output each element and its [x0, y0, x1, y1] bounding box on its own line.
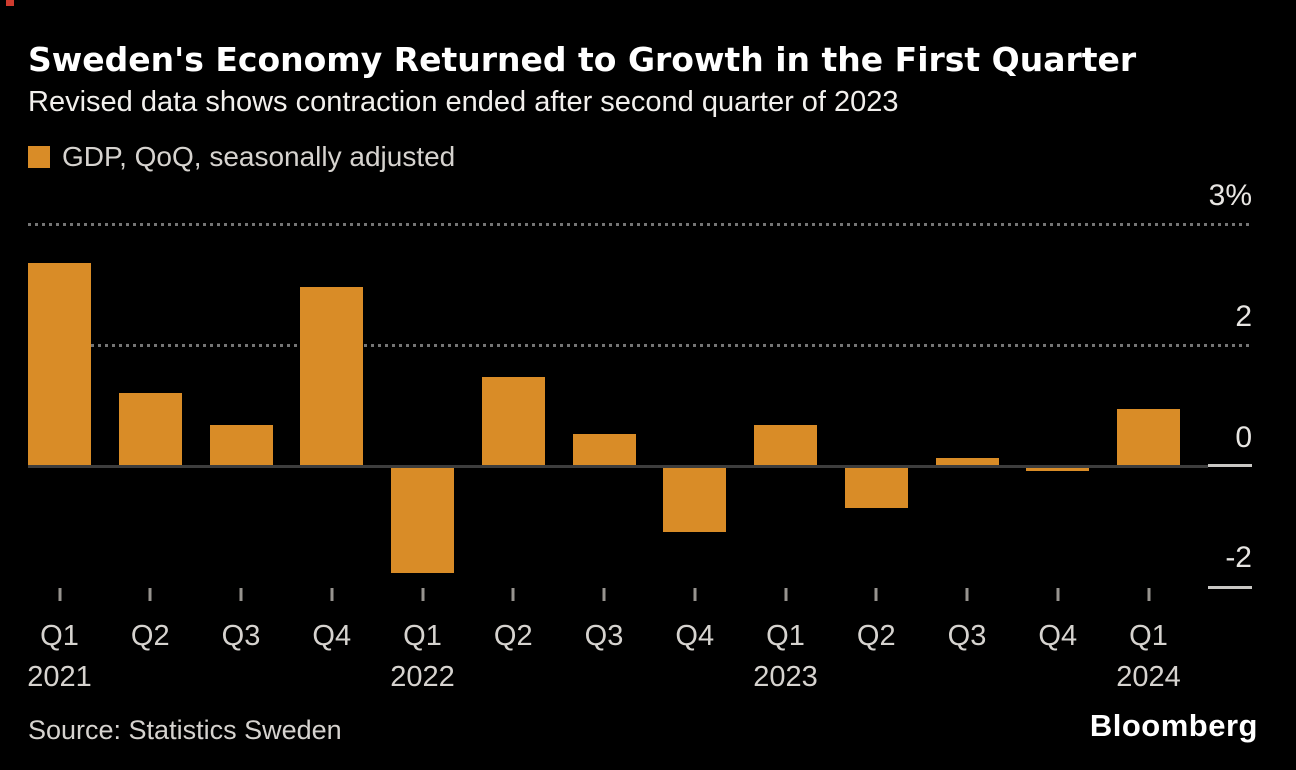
x-axis-label-q2-2022: Q2 — [493, 620, 533, 652]
x-axis-year-label-2024: 2024 — [1116, 661, 1181, 693]
bar-q3-2023 — [935, 457, 999, 466]
bar-q3-2021 — [209, 425, 273, 466]
x-axis-tick-q2-2023 — [874, 588, 878, 601]
bar-q1-2023 — [754, 425, 817, 466]
y-axis-label-0: 0 — [1235, 421, 1252, 454]
x-axis-tick-q3-2022 — [602, 588, 606, 601]
x-axis-tick-q3-2021 — [239, 588, 243, 601]
bloomberg-logo: Bloomberg — [1089, 708, 1258, 743]
bar-q4-2022 — [663, 467, 727, 532]
x-axis-label-q4-2022: Q4 — [675, 620, 715, 652]
x-axis-label-q3-2022: Q3 — [584, 620, 624, 652]
x-axis-label-q4-2021: Q4 — [312, 620, 352, 652]
gridline-2 — [28, 344, 1250, 347]
x-axis-label-q1-2024: Q1 — [1129, 620, 1168, 652]
x-axis-year-label-2022: 2022 — [390, 661, 455, 693]
x-axis-tick-q1-2024 — [1147, 588, 1150, 601]
x-axis-tick-q3-2023 — [965, 588, 969, 601]
y-axis-label--2: -2 — [1225, 541, 1252, 574]
gridline-3 — [28, 223, 1250, 226]
x-axis-tick-q1-2023 — [784, 588, 787, 601]
red-corner-mark — [6, 0, 14, 6]
minus2-axis-segment — [1208, 586, 1252, 589]
x-axis-tick-q4-2023 — [1056, 588, 1060, 601]
legend: GDP, QoQ, seasonally adjusted — [28, 141, 456, 172]
chart-title: Sweden's Economy Returned to Growth in t… — [28, 40, 1137, 79]
x-axis-label-q1-2022: Q1 — [403, 620, 442, 652]
x-axis-tick-q1-2021 — [58, 588, 61, 601]
y-axis-label-3: 3% — [1208, 179, 1252, 212]
x-axis-label-q3-2023: Q3 — [947, 620, 987, 652]
bar-q2-2022 — [481, 376, 545, 466]
y-axis-label-2: 2 — [1235, 300, 1252, 333]
x-axis-year-label-2021: 2021 — [27, 661, 92, 693]
x-axis-label-q2-2023: Q2 — [856, 620, 896, 652]
x-axis-tick-q2-2021 — [148, 588, 152, 601]
x-axis-label-q2-2021: Q2 — [130, 620, 170, 652]
bar-q4-2023 — [1026, 467, 1090, 472]
x-axis-label-q1-2023: Q1 — [766, 620, 805, 652]
x-axis-tick-q4-2022 — [693, 588, 697, 601]
bar-q2-2021 — [118, 392, 182, 466]
legend-swatch-icon — [28, 146, 50, 168]
chart-subtitle: Revised data shows contraction ended aft… — [28, 86, 899, 118]
x-axis-label-q4-2023: Q4 — [1038, 620, 1078, 652]
zero-axis-line — [28, 465, 1208, 468]
bar-q1-2021 — [28, 263, 91, 466]
x-axis-year-label-2023: 2023 — [753, 661, 818, 693]
legend-label: GDP, QoQ, seasonally adjusted — [62, 141, 456, 172]
x-axis-label-q3-2021: Q3 — [221, 620, 261, 652]
bar-q1-2024 — [1117, 409, 1180, 466]
x-axis-label-q1-2021: Q1 — [40, 620, 79, 652]
bar-q1-2022 — [391, 467, 454, 573]
bar-q2-2023 — [844, 467, 908, 508]
zero-axis-cap — [1208, 464, 1252, 467]
bar-q3-2022 — [572, 433, 636, 466]
bar-q4-2021 — [300, 287, 364, 466]
source-note: Source: Statistics Sweden — [28, 715, 342, 745]
x-axis-tick-q2-2022 — [511, 588, 515, 601]
x-axis-tick-q1-2022 — [421, 588, 424, 601]
x-axis-tick-q4-2021 — [330, 588, 334, 601]
